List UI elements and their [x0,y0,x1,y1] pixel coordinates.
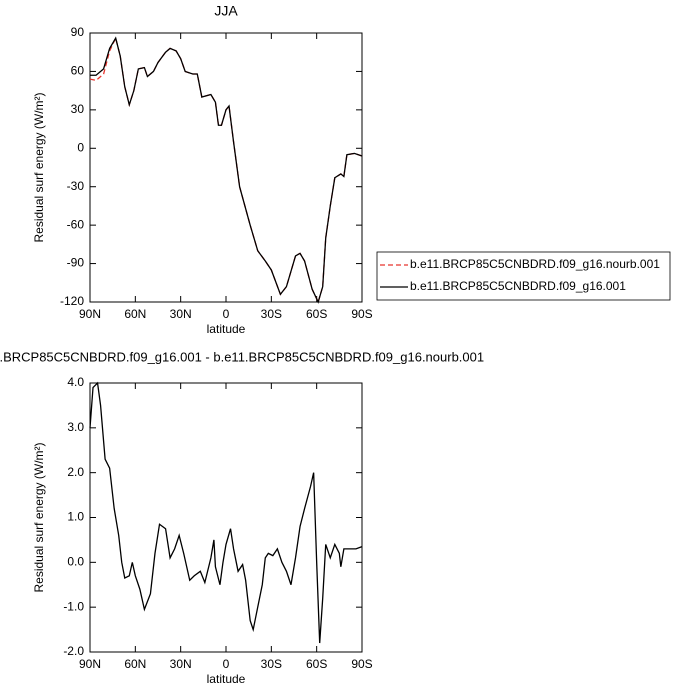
y-tick-label: -1.0 [63,599,84,613]
y-axis-label: Residual surf energy (W/m²) [32,92,46,242]
x-tick-label: 30S [261,657,282,671]
data-line [89,381,363,644]
x-tick-label: 90N [79,307,101,321]
y-tick-label: -60 [67,217,85,231]
y-tick-label: 1.0 [67,510,84,524]
data-line [89,36,363,304]
plot-frame [89,32,363,303]
legend-label: b.e11.BRCP85C5CNBDRD.f09_g16.nourb.001 [410,257,660,271]
x-tick-label: 0 [223,307,230,321]
x-tick-label: 0 [223,657,230,671]
y-axis-label: Residual surf energy (W/m²) [32,442,46,592]
y-tick-label: 4.0 [67,375,84,389]
x-tick-label: 60N [124,307,146,321]
y-tick-label: 3.0 [67,420,84,434]
x-axis-label: latitude [207,322,246,336]
x-tick-label: 30N [170,307,192,321]
y-tick-label: 90 [71,25,85,39]
data-line [90,36,363,304]
y-tick-label: 2.0 [67,465,84,479]
chart-title: JJA [214,3,238,19]
y-tick-label: -2.0 [63,644,84,658]
y-tick-label: 0.0 [67,555,84,569]
y-tick-label: 60 [71,64,85,78]
y-tick-label: 0 [77,140,84,154]
legend-box [376,251,671,301]
y-tick-label: -30 [67,179,85,193]
y-tick-label: 30 [71,102,85,116]
y-tick-label: -120 [60,294,84,308]
x-tick-label: 90S [351,307,372,321]
x-tick-label: 60N [124,657,146,671]
x-tick-label: 60S [306,657,327,671]
x-tick-label: 30S [261,307,282,321]
x-tick-label: 30N [170,657,192,671]
y-tick-label: -90 [67,256,85,270]
legend-label: b.e11.BRCP85C5CNBDRD.f09_g16.001 [410,279,626,293]
x-tick-label: 90N [79,657,101,671]
chart-title: b.e11.BRCP85C5CNBDRD.f09_g16.001 - b.e11… [0,349,484,364]
x-tick-label: 60S [306,307,327,321]
x-axis-label: latitude [207,672,246,686]
x-tick-label: 90S [351,657,372,671]
